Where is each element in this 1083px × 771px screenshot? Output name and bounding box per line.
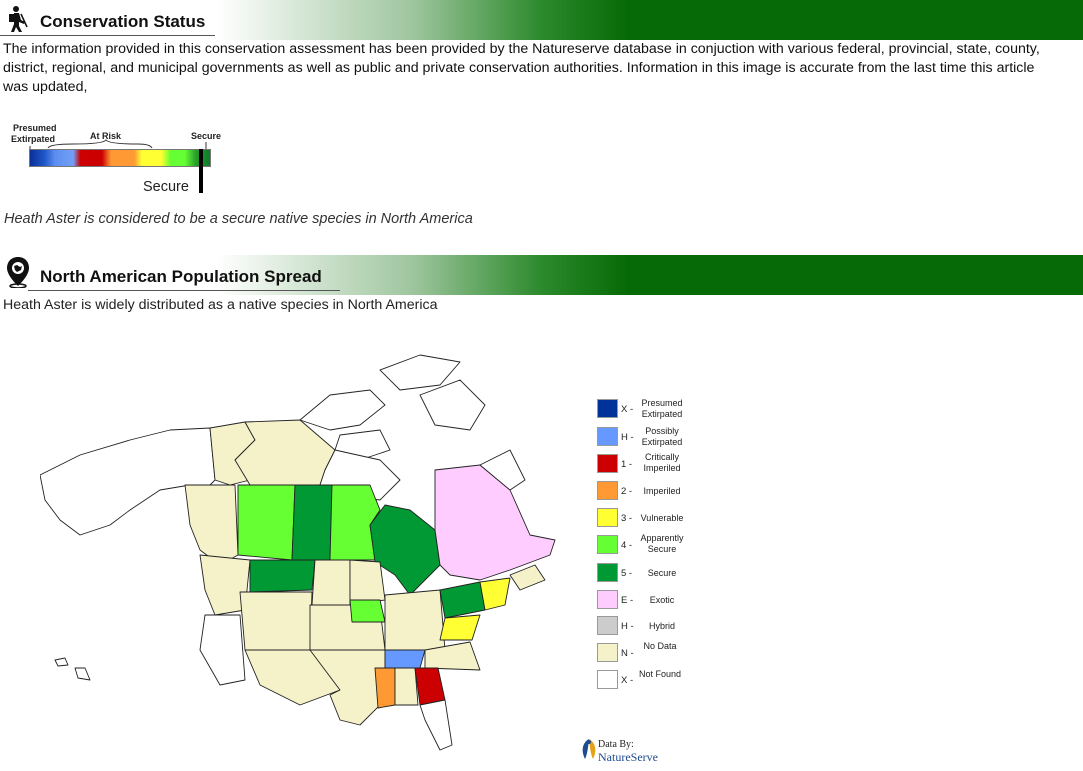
legend-code: 1 - [621, 459, 633, 470]
region-carolinas [424, 641, 481, 671]
region-hawaii [74, 667, 91, 681]
map-pin-icon [7, 257, 29, 288]
legend-swatch-imperiled [597, 481, 618, 500]
status-marker [199, 149, 203, 193]
legend-swatch-vulnerable [597, 508, 618, 527]
region-alabama [394, 667, 419, 706]
scale-label-extirpated: Extirpated [11, 134, 56, 144]
legend-label: Secure [647, 568, 677, 578]
legend-label: No Data [643, 641, 677, 651]
conservation-scale-bar [29, 149, 211, 167]
region-montana [249, 559, 316, 593]
legend-code: 2 - [621, 486, 633, 497]
region-bc [184, 484, 239, 566]
legend-code: X - [621, 675, 634, 686]
legend-label: Apparently Secure [640, 533, 684, 554]
population-title: North American Population Spread [40, 267, 322, 286]
region-labrador [479, 449, 526, 491]
region-alaska [40, 427, 216, 536]
conservation-header-bar [0, 0, 1083, 40]
legend-label: Presumed Extirpated [641, 398, 683, 419]
legend-swatch-hybrid [597, 616, 618, 635]
region-ontario [369, 504, 441, 596]
region-florida [419, 699, 453, 751]
region-midwest [384, 589, 446, 651]
conservation-title: Conservation Status [40, 12, 206, 31]
region-pennsylvania [439, 581, 486, 619]
legend-label: Vulnerable [640, 513, 684, 523]
region-saskatchewan [291, 484, 333, 561]
legend-code: H - [621, 432, 634, 443]
legend-swatch-no-data [597, 643, 618, 662]
legend-swatch-possibly-extirpated [597, 427, 618, 446]
conservation-intro: The information provided in this conserv… [3, 41, 1040, 95]
region-california [199, 614, 246, 686]
status-sentence: Heath Aster is considered to be a secure… [4, 211, 473, 227]
legend-code: X - [621, 404, 634, 415]
legend-swatch-exotic [597, 590, 618, 609]
region-hawaii [54, 657, 69, 667]
scale-label-secure: Secure [191, 131, 222, 141]
status-marker-label: Secure [143, 179, 189, 195]
region-dakotas [311, 559, 351, 606]
arctic-island [379, 354, 461, 391]
legend-label: Critically Imperiled [643, 452, 681, 473]
legend-swatch-secure [597, 563, 618, 582]
legend-label: Not Found [638, 669, 682, 679]
legend-label: Exotic [649, 595, 675, 605]
region-wa-or [199, 554, 251, 616]
region-alberta [237, 484, 296, 561]
arctic-island [419, 379, 486, 431]
legend-label: Hybrid [648, 621, 675, 631]
legend-code: N - [621, 648, 634, 659]
region-mississippi [374, 667, 396, 709]
legend-code: E - [621, 595, 634, 606]
region-new-jersey [479, 577, 511, 611]
region-virginia [439, 614, 481, 641]
credit-line1: Data By: [598, 739, 634, 750]
region-nwt [234, 419, 336, 486]
population-sentence: Heath Aster is widely distributed as a n… [3, 297, 438, 313]
region-iowa [349, 599, 386, 623]
region-tennessee [384, 649, 426, 669]
legend-label: Possibly Extirpated [641, 426, 683, 447]
region-mountain-west [239, 591, 313, 651]
legend-code: 3 - [621, 513, 633, 524]
arctic-island [299, 389, 386, 431]
legend-code: H - [621, 621, 634, 632]
hiker-icon [9, 6, 28, 32]
legend-label: Imperiled [643, 486, 681, 496]
north-america-map [40, 354, 556, 751]
region-minnesota [349, 559, 386, 606]
legend-swatch-apparently-secure [597, 535, 618, 554]
region-georgia [414, 667, 446, 706]
title-underline [28, 290, 340, 291]
legend-code: 5 - [621, 568, 633, 579]
legend-swatch-critically-imperiled [597, 454, 618, 473]
natureserve-logo [582, 739, 596, 759]
credit-line2: NatureServe [598, 750, 658, 764]
title-underline [0, 35, 215, 36]
arctic-island [334, 429, 391, 461]
population-header-bar [0, 255, 1083, 295]
scale-label-at-risk: At Risk [90, 131, 122, 141]
region-quebec [434, 464, 556, 581]
legend-swatch-presumed-extirpated [597, 399, 618, 418]
scale-label-presumed: Presumed [13, 123, 57, 133]
region-maritimes [509, 564, 546, 591]
legend-code: 4 - [621, 540, 633, 551]
legend-swatch-not-found [597, 670, 618, 689]
